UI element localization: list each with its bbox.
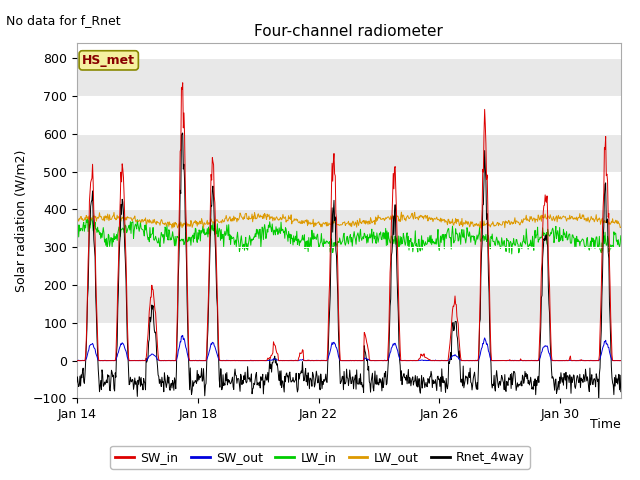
Legend: SW_in, SW_out, LW_in, LW_out, Rnet_4way: SW_in, SW_out, LW_in, LW_out, Rnet_4way xyxy=(110,446,530,469)
Line: LW_in: LW_in xyxy=(77,218,621,254)
LW_in xyxy=(617,233,625,239)
Line: SW_in: SW_in xyxy=(77,83,621,360)
SW_out xyxy=(93,354,101,360)
SW_in xyxy=(271,343,279,349)
SW_in xyxy=(179,80,186,85)
SW_out xyxy=(383,358,390,363)
LW_in xyxy=(301,232,308,238)
SW_in xyxy=(301,358,308,363)
LW_in xyxy=(508,251,516,257)
LW_out xyxy=(513,219,521,225)
LW_out xyxy=(397,209,405,215)
Rnet_4way xyxy=(179,130,186,136)
LW_out xyxy=(271,217,278,223)
LW_in xyxy=(84,215,92,221)
Line: LW_out: LW_out xyxy=(77,212,621,228)
SW_in xyxy=(382,358,390,363)
Rnet_4way xyxy=(513,384,520,390)
LW_out xyxy=(617,224,625,230)
Text: HS_met: HS_met xyxy=(82,54,135,67)
Line: Rnet_4way: Rnet_4way xyxy=(77,133,621,401)
Bar xyxy=(77,58,621,96)
Rnet_4way xyxy=(271,360,279,366)
LW_in xyxy=(93,229,101,235)
Title: Four-channel radiometer: Four-channel radiometer xyxy=(254,24,444,39)
Rnet_4way xyxy=(382,369,390,374)
Rnet_4way xyxy=(301,377,308,383)
LW_out xyxy=(73,216,81,222)
LW_in xyxy=(382,226,390,231)
SW_out xyxy=(272,357,280,362)
SW_out xyxy=(301,358,309,363)
SW_out xyxy=(513,358,521,363)
SW_out xyxy=(617,358,625,363)
Line: SW_out: SW_out xyxy=(77,336,621,360)
Bar xyxy=(77,134,621,172)
Y-axis label: Solar radiation (W/m2): Solar radiation (W/m2) xyxy=(14,150,27,292)
Rnet_4way xyxy=(595,398,603,404)
SW_in xyxy=(73,358,81,363)
LW_out xyxy=(381,217,389,223)
SW_in xyxy=(202,358,209,363)
LW_in xyxy=(202,231,209,237)
SW_out xyxy=(73,358,81,363)
Text: No data for f_Rnet: No data for f_Rnet xyxy=(6,14,121,27)
LW_out xyxy=(300,220,308,226)
LW_out xyxy=(201,221,209,227)
Bar xyxy=(77,209,621,247)
SW_in xyxy=(513,358,520,363)
LW_out xyxy=(477,225,484,231)
LW_out xyxy=(93,218,100,224)
Text: Time: Time xyxy=(590,418,621,431)
Rnet_4way xyxy=(93,310,100,316)
LW_in xyxy=(271,232,279,238)
Rnet_4way xyxy=(73,379,81,385)
SW_out xyxy=(179,333,186,338)
SW_in xyxy=(617,358,625,363)
LW_in xyxy=(513,240,521,246)
Rnet_4way xyxy=(617,389,625,395)
LW_in xyxy=(73,228,81,234)
SW_in xyxy=(93,295,100,301)
SW_out xyxy=(74,358,81,363)
SW_out xyxy=(202,358,210,363)
Bar xyxy=(77,285,621,323)
Rnet_4way xyxy=(202,383,209,388)
